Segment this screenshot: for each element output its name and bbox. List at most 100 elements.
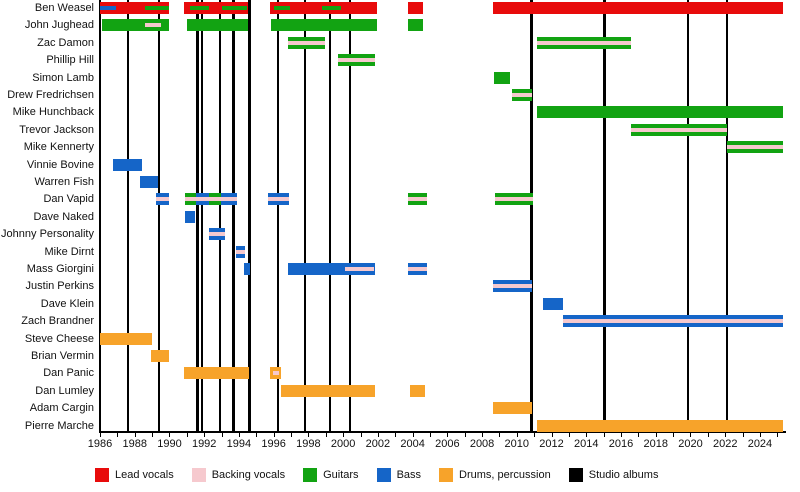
- timeline-stripe-guitars: [221, 6, 247, 10]
- x-axis-tick-label: 2020: [678, 438, 703, 450]
- x-axis-tick: [707, 432, 709, 437]
- x-axis-tick: [534, 432, 536, 437]
- x-axis-tick: [777, 432, 779, 437]
- studio-album-line: [276, 0, 280, 431]
- timeline-stripe-backing_vocals: [511, 93, 532, 97]
- x-axis-tick: [412, 432, 414, 437]
- timeline-stripe-backing_vocals: [536, 40, 632, 45]
- studio-album-line: [725, 0, 729, 431]
- studio-album-line: [603, 0, 606, 431]
- member-name-label: Steve Cheese: [24, 332, 94, 345]
- timeline-stripe-backing_vocals: [185, 197, 238, 202]
- x-axis-tick-label: 2018: [643, 438, 668, 450]
- x-axis-tick: [759, 432, 761, 437]
- legend-swatch-backing_vocals: [191, 468, 206, 482]
- member-name-label: Dan Panic: [43, 367, 94, 380]
- x-axis-tick: [395, 432, 397, 437]
- member-name-label: Justin Perkins: [25, 280, 94, 293]
- x-axis-tick-label: 1986: [87, 438, 113, 450]
- timeline-bar-bass: [139, 176, 159, 188]
- member-name-label: Dave Naked: [33, 210, 94, 223]
- legend-swatch-albums: [568, 468, 583, 482]
- legend-swatch-lead_vocals: [95, 468, 109, 482]
- x-axis-tick: [742, 432, 744, 437]
- member-name-label: Brian Vermin: [31, 350, 94, 362]
- member-name-label: Pierre Marche: [24, 419, 94, 432]
- timeline-stripe-guitars: [145, 6, 170, 10]
- timeline-stripe-backing_vocals: [268, 197, 290, 202]
- x-axis-tick: [447, 432, 449, 437]
- legend-item-bass: Bass: [376, 468, 422, 482]
- timeline-stripe-backing_vocals: [156, 197, 170, 202]
- legend-item-backing_vocals: Backing vocals: [191, 468, 285, 482]
- studio-album-line: [530, 0, 533, 431]
- member-name-label: Mass Giorgini: [26, 263, 94, 275]
- x-axis-tick-label: 2010: [504, 438, 530, 450]
- x-axis-tick-label: 2002: [365, 438, 391, 450]
- x-axis-tick: [238, 432, 240, 437]
- timeline-bar-guitars: [536, 106, 783, 119]
- x-axis-tick: [655, 432, 657, 437]
- member-name-label: Dave Klein: [40, 297, 94, 310]
- studio-album-line: [248, 0, 251, 431]
- timeline-bar-guitars: [271, 19, 377, 32]
- timeline-stripe-backing_vocals: [726, 145, 783, 150]
- timeline-stripe-backing_vocals: [562, 319, 783, 324]
- x-axis-tick-label: 1994: [226, 438, 252, 450]
- studio-album-line: [196, 0, 199, 431]
- x-axis-tick-label: 2000: [330, 438, 356, 450]
- member-name-label: Warren Fish: [34, 176, 95, 188]
- legend-label: Lead vocals: [115, 469, 174, 481]
- timeline-bar-drums: [493, 402, 533, 415]
- x-axis-tick-label: 2006: [435, 438, 460, 450]
- timeline-stripe-backing_vocals: [272, 371, 279, 376]
- x-axis-tick: [673, 432, 675, 437]
- x-axis-tick: [690, 432, 692, 437]
- timeline-stripe-guitars: [190, 6, 210, 10]
- timeline-stripe-guitars: [322, 6, 341, 10]
- timeline-bar-drums: [281, 384, 376, 397]
- member-name-label: Dan Vapid: [43, 193, 94, 206]
- chart-legend: Lead vocals Backing vocals Guitars Bass Drum…: [95, 468, 658, 482]
- x-axis-line: [99, 431, 786, 433]
- member-name-label: Zach Brandner: [21, 315, 94, 328]
- timeline-bar-bass: [113, 158, 142, 171]
- timeline-bar-drums: [184, 367, 250, 380]
- x-axis-tick-label: 2022: [712, 438, 738, 450]
- timeline-bar-bass: [542, 297, 563, 310]
- x-axis-tick: [221, 432, 223, 437]
- member-name-label: Mike Dirnt: [44, 245, 94, 258]
- legend-label: Drums, percussion: [459, 469, 551, 481]
- x-axis-tick-label: 1998: [296, 438, 321, 450]
- timeline-stripe-guitars: [273, 6, 291, 10]
- x-axis-tick: [377, 432, 379, 437]
- member-name-label: Simon Lamb: [32, 71, 94, 84]
- x-axis-tick-label: 2014: [574, 438, 599, 450]
- timeline-stripe-backing_vocals: [209, 232, 226, 237]
- member-name-label: Ben Weasel: [34, 2, 94, 14]
- timeline-bar-drums: [410, 384, 425, 397]
- x-axis-tick: [568, 432, 570, 437]
- timeline-stripe-backing_vocals: [493, 284, 533, 289]
- x-axis-tick: [499, 432, 501, 437]
- studio-album-line: [232, 0, 235, 431]
- member-name-label: Adam Cargin: [29, 402, 94, 415]
- member-name-label: Zac Damon: [37, 36, 94, 49]
- legend-label: Bass: [396, 469, 422, 481]
- x-axis-tick: [482, 432, 484, 437]
- x-axis-tick: [100, 432, 101, 437]
- x-axis-tick: [308, 432, 310, 437]
- x-axis-tick: [551, 432, 553, 437]
- timeline-stripe-backing_vocals: [631, 127, 727, 132]
- member-name-label: Phillip Hill: [46, 54, 94, 67]
- legend-item-albums: Studio albums: [568, 468, 658, 482]
- x-axis-tick: [586, 432, 588, 437]
- studio-album-line: [686, 0, 690, 431]
- timeline-stripe-backing_vocals: [288, 40, 325, 45]
- x-axis-tick: [291, 432, 293, 437]
- timeline-bar-lead_vocals: [493, 2, 783, 14]
- timeline-bar-drums: [536, 419, 783, 432]
- timeline-stripe-bass: [100, 6, 117, 10]
